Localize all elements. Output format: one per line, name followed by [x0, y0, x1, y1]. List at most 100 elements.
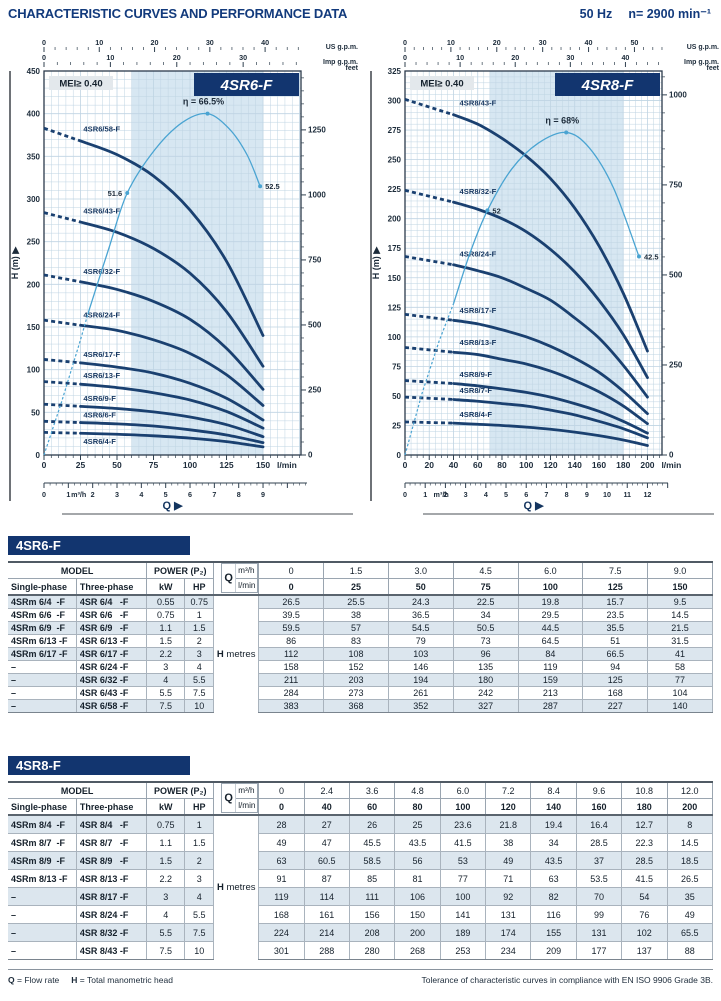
- y-axis-title: H (m) ▶: [371, 246, 381, 279]
- flow-m3h-value: 4.5: [452, 561, 519, 579]
- table-row: –4SR 6/24 -F 3 4 158 152 146 135 119 94 58: [8, 660, 713, 674]
- three-phase-model: 4SR 8/4 -F: [75, 814, 148, 834]
- chart-title: 4SR8-F: [581, 77, 635, 94]
- svg-text:40: 40: [261, 38, 269, 47]
- head-value: 214: [303, 923, 350, 942]
- head-value: 227: [582, 699, 649, 713]
- head-value: 108: [323, 647, 389, 661]
- head-value: 273: [323, 686, 389, 700]
- mei-label: MEI≥ 0.40: [59, 79, 102, 90]
- pump-curve-dashed: [43, 318, 81, 327]
- single-phase-model: 4SRm 8/9 -F: [8, 851, 77, 870]
- table-row: –4SR 6/58 -F 7.5 10 383 368 352 327 287 227 140: [8, 699, 713, 713]
- page-title: CHARACTERISTIC CURVES AND PERFORMANCE DA…: [8, 6, 348, 21]
- table-row: –4SR 8/43 -F 7.5 10 301 288 280 268 253 234 209 17…: [8, 941, 713, 960]
- svg-text:12: 12: [643, 490, 651, 499]
- curve-label: 4SR8/43-F: [460, 98, 497, 107]
- head-value: 41: [647, 647, 713, 661]
- svg-text:7: 7: [544, 490, 548, 499]
- single-phase-model: 4SRm 6/13 -F: [8, 634, 77, 648]
- svg-text:150: 150: [27, 323, 41, 332]
- footer-legend: Q = Flow rate H = Total manometric head: [8, 975, 173, 985]
- head-value: 54: [621, 887, 668, 906]
- head-value: 156: [348, 905, 396, 924]
- svg-text:400: 400: [27, 110, 41, 119]
- svg-text:100: 100: [27, 366, 41, 375]
- flow-m3h-value: 7.2: [485, 781, 532, 799]
- head-value: 161: [303, 905, 350, 924]
- head-value: 27: [303, 814, 350, 834]
- frequency-speed-label: 50 Hz n= 2900 min⁻¹: [580, 6, 711, 21]
- head-value: 29.5: [517, 608, 584, 622]
- table-title-4SR8-F: 4SR8-F: [8, 756, 190, 775]
- y-axis-title: H (m) ▶: [10, 246, 20, 279]
- head-value: 141: [439, 905, 487, 924]
- svg-text:40: 40: [621, 53, 629, 62]
- three-phase-model: 4SR 6/13 -F: [75, 634, 148, 648]
- svg-text:0: 0: [403, 490, 407, 499]
- svg-text:275: 275: [388, 126, 402, 135]
- table-row: 4SRm 6/13 -F 4SR 6/13 -F 1.5 2 86 83 79 73 64.5 5…: [8, 634, 713, 648]
- power-header: POWER (P₂): [146, 561, 215, 579]
- power-hp: 4: [184, 660, 215, 674]
- pump-curve: [79, 280, 265, 391]
- lmin-unit: l/min: [238, 580, 256, 590]
- svg-text:80: 80: [497, 460, 507, 470]
- curve-label: 4SR6/58-F: [83, 125, 120, 134]
- flow-m3h-value: 9.6: [575, 781, 623, 799]
- flow-lmin-value: 0: [258, 578, 325, 596]
- head-value: 174: [485, 923, 532, 942]
- svg-text:20: 20: [151, 38, 159, 47]
- table-row: –4SR 8/17 -F 3 4 119 114 111 106 100 92 82 70 54 35: [8, 887, 713, 906]
- lmin-unit: l/min: [238, 800, 256, 810]
- flow-lmin-value: 100: [439, 798, 487, 816]
- head-value: 234: [485, 941, 532, 960]
- svg-text:500: 500: [669, 270, 683, 279]
- flow-lmin-value: 150: [647, 578, 713, 596]
- curve-label: 4SR8/24-F: [460, 250, 497, 259]
- pump-curve-dashed: [404, 98, 454, 117]
- three-phase-model: 4SR 6/43 -F: [75, 686, 148, 700]
- flow-m3h-value: 4.8: [394, 781, 441, 799]
- flow-rate-text: = Flow rate: [17, 975, 60, 985]
- svg-text:m³/h: m³/h: [434, 490, 449, 499]
- power-hp: 3: [184, 647, 215, 661]
- flow-lmin-value: 80: [394, 798, 441, 816]
- head-value: 25.5: [323, 594, 389, 609]
- head-value: 96: [452, 647, 519, 661]
- head-value: 284: [258, 686, 325, 700]
- pump-curve: [452, 382, 649, 435]
- curve-label: 4SR6/24-F: [83, 311, 120, 320]
- head-value: 45.5: [348, 833, 396, 852]
- svg-text:100: 100: [388, 333, 402, 342]
- head-value: 86: [258, 634, 325, 648]
- head-value: 94: [582, 660, 649, 674]
- pump-curve-dashed: [43, 358, 81, 365]
- head-value: 47: [303, 833, 350, 852]
- head-value: 34: [530, 833, 577, 852]
- head-value: 288: [303, 941, 350, 960]
- charts-row: H (m) ▶ 0 50 100 150 200 250 300 350 400 450 0 10 20 3…: [0, 36, 721, 518]
- svg-text:225: 225: [388, 185, 402, 194]
- flow-rate-symbol: Q: [8, 975, 15, 985]
- svg-text:150: 150: [388, 274, 402, 283]
- svg-text:Q ▶: Q ▶: [162, 500, 183, 512]
- head-value: 119: [517, 660, 584, 674]
- head-value: 213: [517, 686, 584, 700]
- single-phase-model: 4SRm 8/7 -F: [8, 833, 77, 852]
- three-phase-model: 4SR 8/7 -F: [75, 833, 148, 852]
- power-hp: 1: [184, 814, 215, 834]
- head-value: 19.8: [517, 594, 584, 609]
- mei-label: MEI≥ 0.40: [420, 79, 463, 90]
- head-value: 76: [621, 905, 668, 924]
- head-value: 91: [258, 869, 305, 888]
- pump-curve-dashed: [43, 126, 81, 143]
- power-hp: 5.5: [184, 905, 215, 924]
- pump-curve: [79, 431, 265, 449]
- power-hp: 5.5: [184, 673, 215, 687]
- flow-lmin-value: 0: [258, 798, 305, 816]
- head-value: 65.5: [666, 923, 713, 942]
- svg-text:10: 10: [603, 490, 611, 499]
